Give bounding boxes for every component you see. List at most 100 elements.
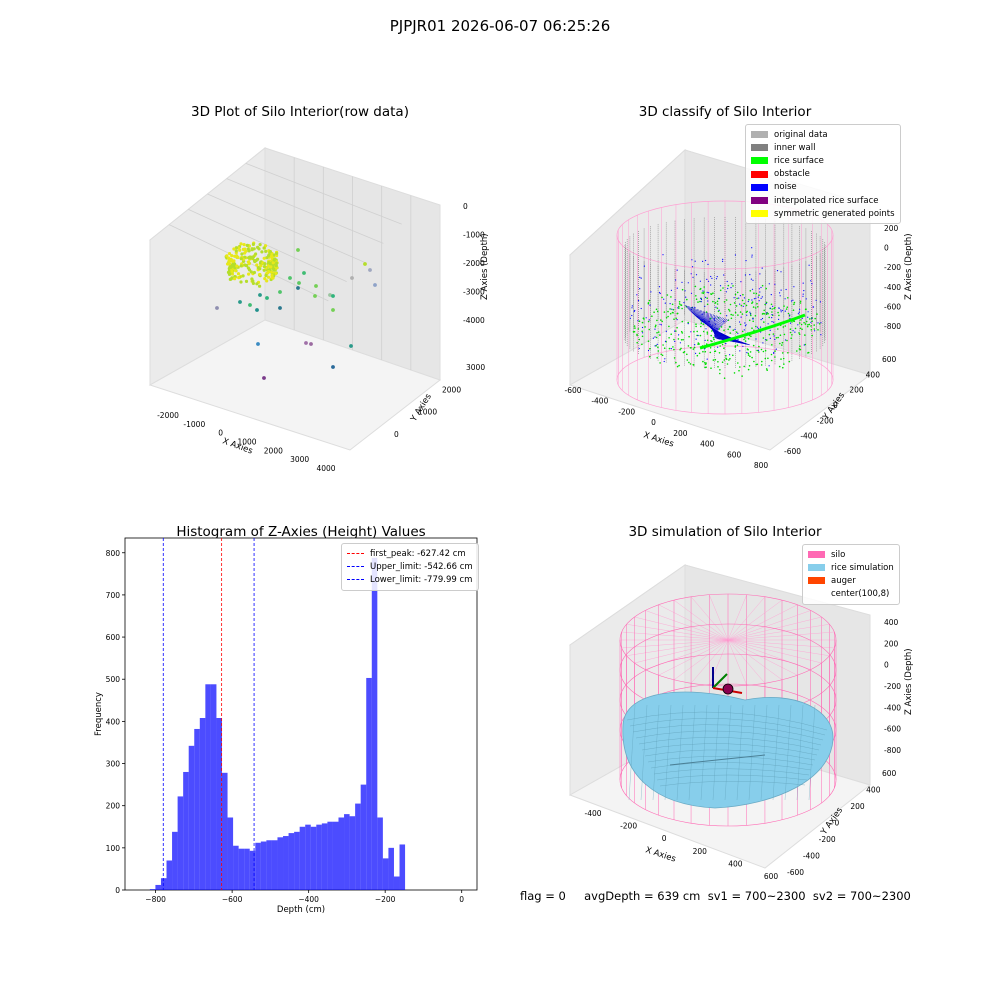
panel2-point bbox=[750, 278, 752, 280]
panel1-point bbox=[255, 263, 259, 267]
panel2-z-tick: -800 bbox=[884, 322, 901, 331]
panel2-point bbox=[768, 283, 770, 285]
panel2-point bbox=[673, 338, 675, 341]
panel4-x-tick: 400 bbox=[728, 859, 743, 868]
panel1-point bbox=[246, 247, 250, 251]
panel2-point bbox=[654, 325, 657, 328]
panel1-point bbox=[328, 293, 332, 297]
panel2-point bbox=[774, 350, 776, 352]
panel2-point bbox=[725, 343, 727, 345]
histogram-y-tick: 400 bbox=[106, 717, 121, 726]
panel2-point bbox=[706, 339, 709, 342]
panel1-x-tick: -1000 bbox=[183, 420, 205, 429]
panel2-point bbox=[676, 326, 678, 329]
histogram-bar bbox=[277, 837, 284, 890]
panel2-point bbox=[802, 295, 804, 297]
panel1-point bbox=[235, 254, 239, 258]
panel1-point bbox=[263, 244, 268, 248]
histogram-bar bbox=[310, 826, 317, 890]
panel2-point bbox=[766, 312, 768, 314]
panel1-point bbox=[227, 256, 231, 260]
panel2-point bbox=[732, 314, 734, 316]
panel2-point bbox=[734, 293, 737, 296]
panel2-point bbox=[806, 325, 809, 328]
panel2-point bbox=[697, 334, 699, 337]
panel2-point bbox=[739, 303, 741, 305]
histogram-x-tick: 0 bbox=[459, 895, 464, 904]
panel2-point bbox=[671, 308, 673, 310]
panel2-point bbox=[644, 326, 646, 328]
panel2-point bbox=[818, 323, 821, 325]
panel2-point bbox=[726, 363, 729, 365]
panel4-y-tick: 400 bbox=[866, 786, 881, 795]
panel2-point bbox=[709, 351, 712, 354]
histogram-bar bbox=[388, 847, 394, 890]
panel2-point bbox=[712, 300, 714, 303]
panel2-point bbox=[736, 344, 739, 346]
panel2-point bbox=[717, 361, 719, 363]
panel2-point bbox=[702, 323, 705, 325]
panel2-point bbox=[704, 363, 707, 366]
panel2-point bbox=[714, 358, 717, 361]
panel2-point bbox=[804, 343, 807, 346]
panel2-point bbox=[659, 292, 661, 295]
panel1-point bbox=[237, 276, 241, 280]
panel2-point bbox=[722, 258, 724, 260]
panel2-point bbox=[778, 365, 781, 368]
panel2-point bbox=[678, 364, 680, 367]
panel1-point bbox=[363, 262, 367, 266]
panel1-point bbox=[251, 242, 255, 246]
panel2-point bbox=[768, 365, 770, 367]
panel2-point bbox=[706, 278, 708, 280]
panel2-point bbox=[732, 285, 734, 287]
panel1-point bbox=[227, 259, 231, 263]
panel2-point bbox=[676, 287, 678, 289]
panel2-point bbox=[778, 307, 780, 309]
histogram-bar bbox=[271, 840, 278, 890]
panel2-point bbox=[691, 266, 694, 268]
panel1-point bbox=[233, 277, 237, 281]
panel2-point bbox=[785, 308, 788, 310]
histogram-bar bbox=[349, 816, 356, 890]
panel2-point bbox=[667, 310, 669, 313]
panel2-point bbox=[665, 330, 667, 332]
panel2-point bbox=[779, 292, 781, 294]
panel2-point bbox=[676, 365, 679, 368]
panel2-point bbox=[664, 302, 666, 304]
panel2-point bbox=[702, 360, 704, 363]
panel2-point bbox=[789, 322, 792, 324]
panel2-point bbox=[774, 338, 776, 340]
panel2-point bbox=[737, 332, 739, 334]
panel2-point bbox=[638, 347, 640, 350]
panel2-legend-label: inner wall bbox=[774, 142, 816, 153]
panel4-legend: silo rice simulation auger center(100,8) bbox=[802, 544, 900, 605]
panel1-y-tick: 1000 bbox=[418, 408, 437, 417]
panel2-legend-item: noise bbox=[751, 181, 895, 194]
panel2-point bbox=[698, 352, 701, 355]
panel2-point bbox=[742, 345, 744, 347]
panel2-point bbox=[716, 276, 718, 278]
panel2-point bbox=[641, 335, 644, 338]
panel2-point bbox=[762, 350, 765, 353]
panel2-point bbox=[678, 307, 680, 309]
panel2-point bbox=[767, 323, 769, 325]
panel2-point bbox=[820, 322, 822, 324]
panel2-point bbox=[713, 338, 715, 341]
panel2-point bbox=[634, 327, 636, 329]
panel2-point bbox=[791, 334, 793, 336]
panel4-z-tick: -800 bbox=[884, 746, 901, 755]
panel2-point bbox=[805, 298, 807, 300]
panel1-y-tick: 3000 bbox=[466, 363, 485, 372]
panel2-point bbox=[796, 350, 798, 352]
panel2-point bbox=[700, 322, 703, 324]
panel2-point bbox=[700, 301, 702, 303]
histogram-bar bbox=[299, 826, 306, 890]
panel2-point bbox=[641, 326, 644, 329]
panel2-point bbox=[723, 347, 725, 349]
panel2-point bbox=[657, 350, 660, 352]
panel2-point bbox=[694, 344, 696, 346]
panel4-legend-label: auger bbox=[831, 575, 856, 586]
panel2-point bbox=[695, 274, 698, 276]
panel2-point bbox=[744, 322, 746, 324]
